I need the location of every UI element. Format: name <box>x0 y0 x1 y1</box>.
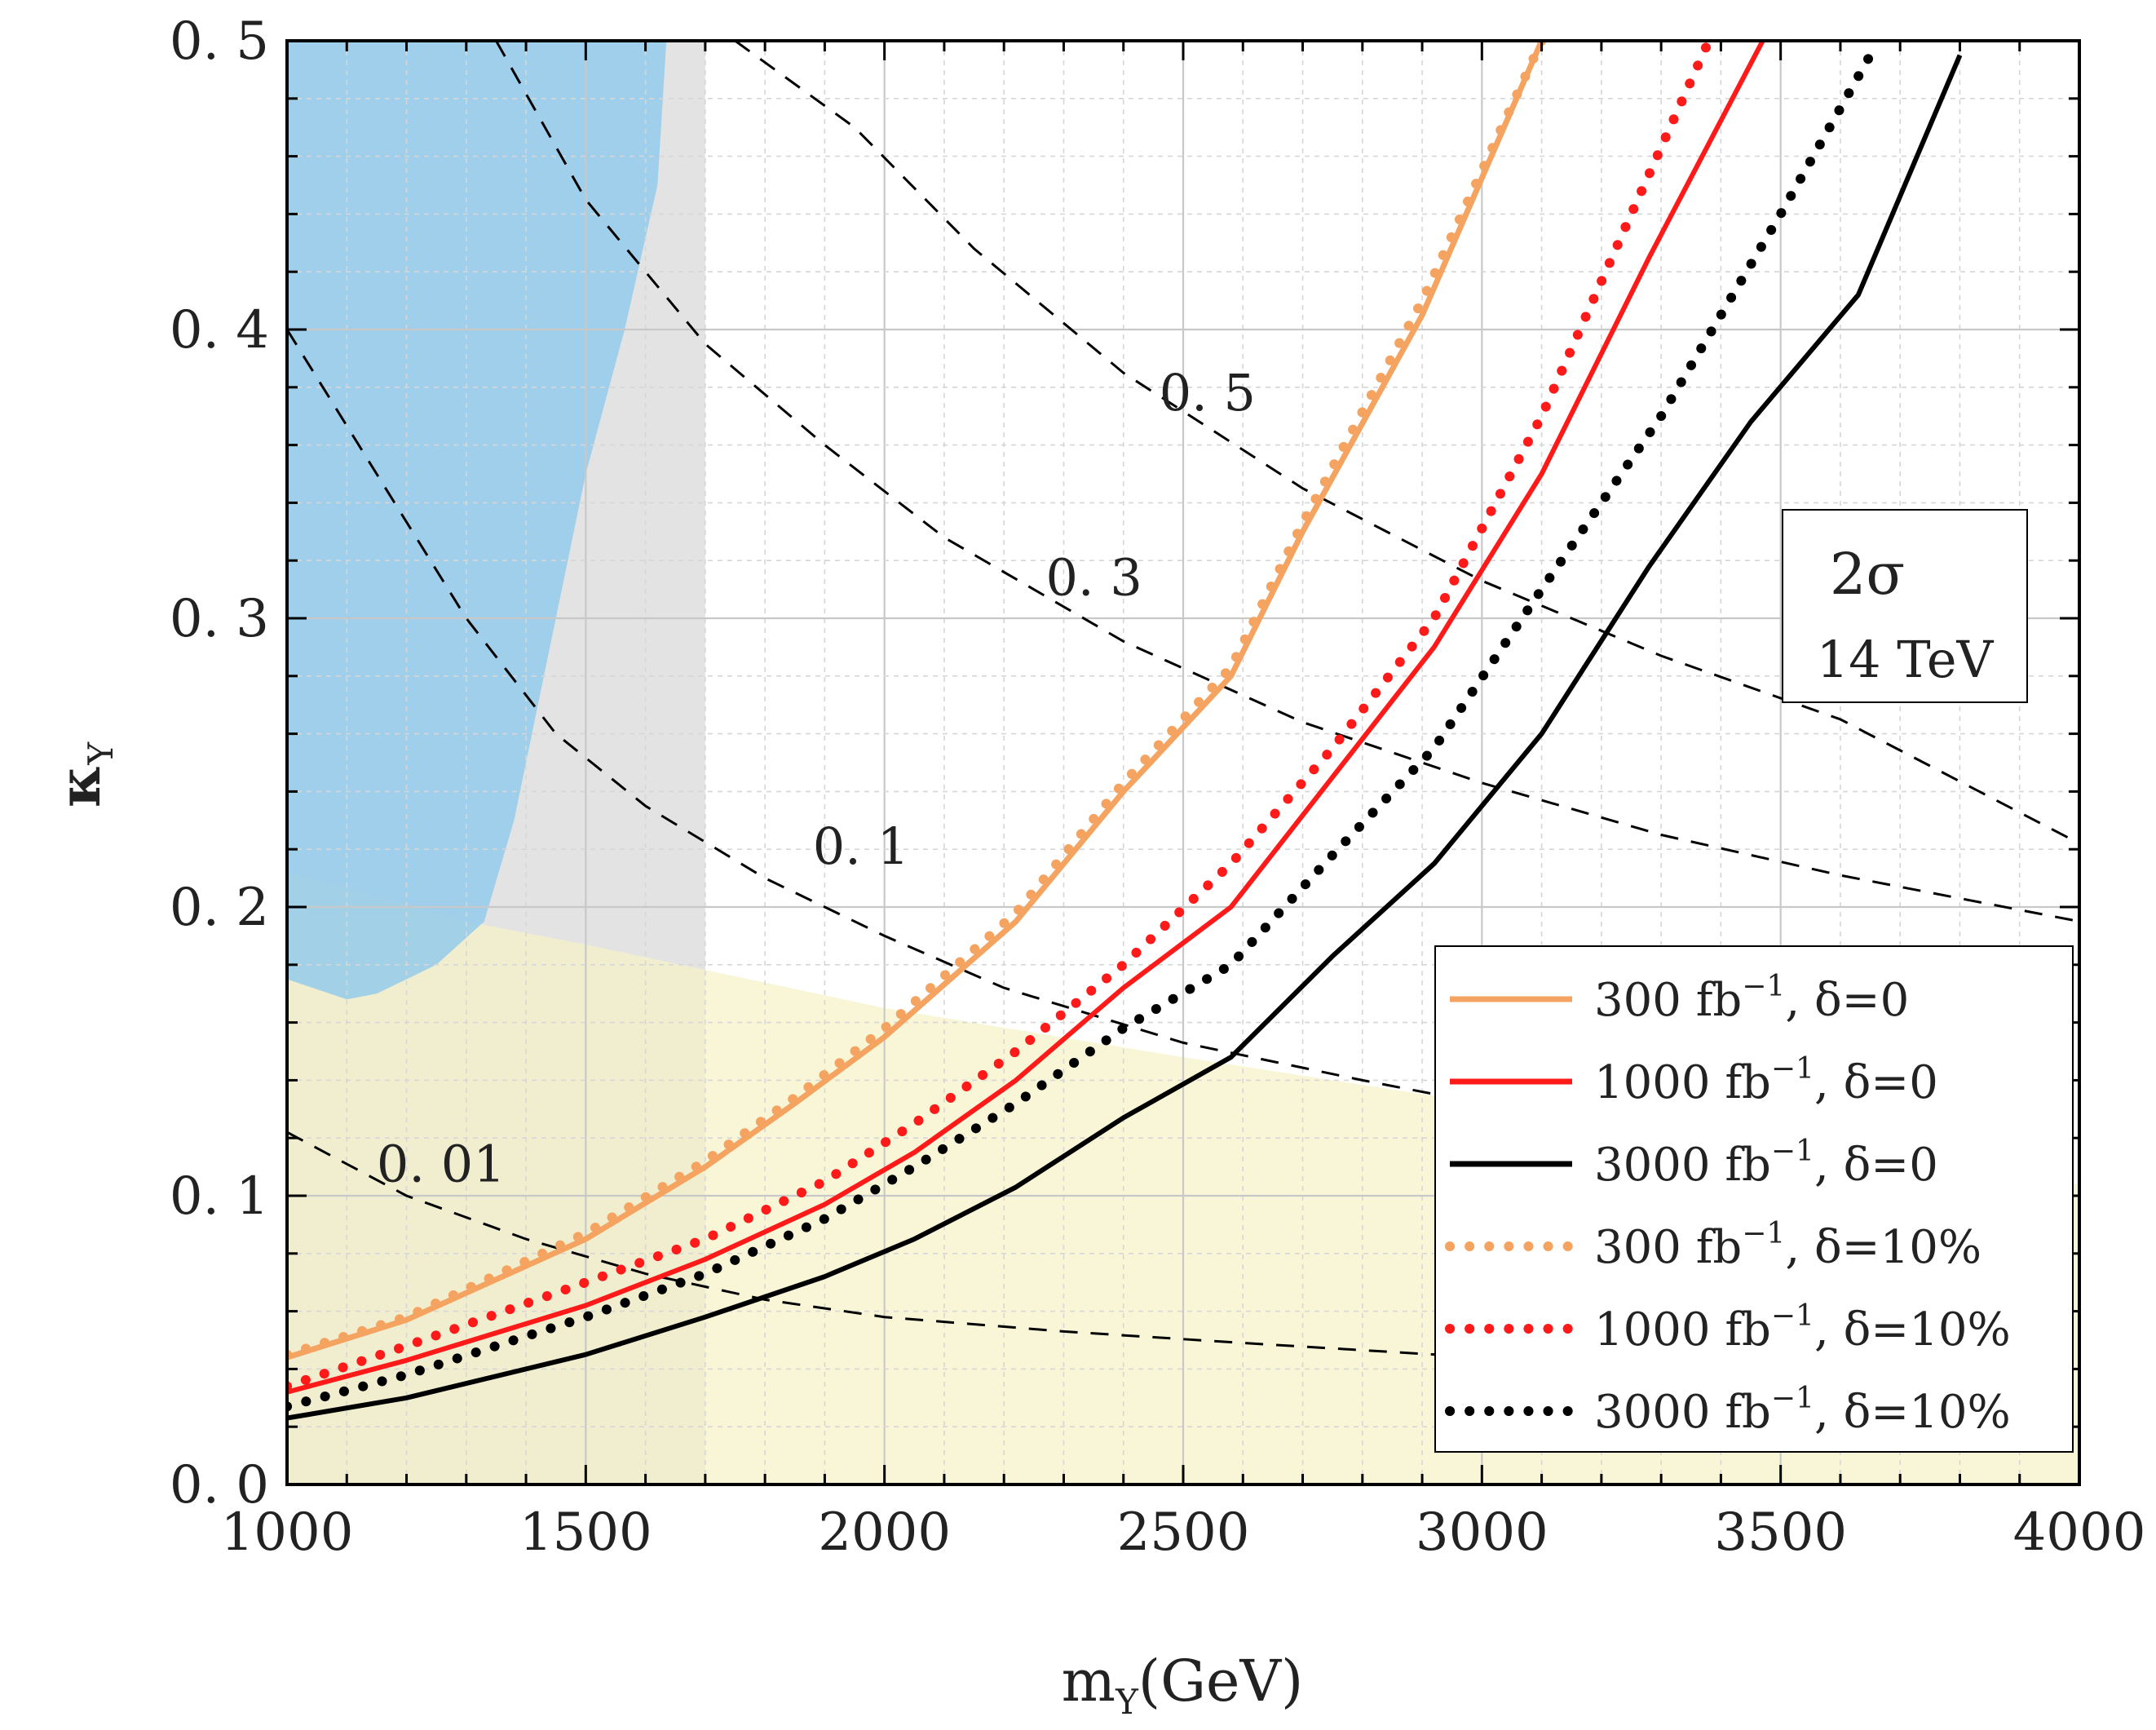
legend: 300 fb−1, δ=0 1000 fb−1, δ=0 3000 fb−1, δ=… <box>1434 945 2074 1453</box>
contour-lines <box>287 41 2079 1359</box>
contour-label: 0. 5 <box>1160 363 1256 423</box>
x-axis-title: mY(GeV) <box>1062 1648 1304 1722</box>
series-line-2 <box>287 54 1963 1421</box>
x-tick-label: 2000 <box>818 1502 951 1563</box>
annotation-energy: 14 TeV <box>1817 630 1995 689</box>
region-blue-excluded <box>287 41 667 1000</box>
contour-line-1 <box>287 329 1542 1117</box>
x-tick-label: 3000 <box>1416 1502 1549 1563</box>
y-tick-label: 0. 5 <box>170 11 269 72</box>
contour-line-0 <box>287 1130 1482 1359</box>
contour-line-3 <box>734 41 2079 845</box>
legend-label-0: 300 fb−1, δ=0 <box>1594 970 1909 1027</box>
series-line-4 <box>287 41 1714 1392</box>
x-tick-label: 1000 <box>221 1502 354 1563</box>
legend-frame <box>1434 945 2074 1453</box>
x-tick-label: 4000 <box>2013 1502 2146 1563</box>
legend-label-4: 1000 fb−1, δ=10% <box>1594 1299 2011 1356</box>
series-line-1 <box>287 41 1765 1395</box>
annotation-box: 2σ 14 TeV <box>1782 509 2028 703</box>
contour-label: 0. 01 <box>377 1134 506 1193</box>
contour-labels: 0. 01 0. 1 0. 3 0. 5 <box>377 363 1256 1193</box>
x-tick-label: 1500 <box>519 1502 652 1563</box>
series-line-3 <box>287 41 1547 1360</box>
y-tick-label: 0. 4 <box>170 300 269 361</box>
y-tick-label: 0. 0 <box>170 1455 269 1515</box>
axes: 1000 1500 2000 2500 3000 3500 4000 0. 0 0. 1 0. 2… <box>170 11 2146 1563</box>
x-tick-label: 2500 <box>1117 1502 1250 1563</box>
contour-label: 0. 3 <box>1045 548 1142 608</box>
axis-titles: mY(GeV) κY <box>46 741 1303 1722</box>
contour-line-2 <box>495 41 2079 923</box>
series-line-5 <box>287 50 1875 1412</box>
legend-label-1: 1000 fb−1, δ=0 <box>1594 1052 1938 1109</box>
y-tick-label: 0. 1 <box>170 1166 269 1227</box>
contour-label: 0. 1 <box>813 816 909 876</box>
series-line-0 <box>287 41 1544 1361</box>
data-series <box>287 41 1963 1421</box>
legend-label-5: 3000 fb−1, δ=10% <box>1594 1382 2011 1439</box>
y-axis-title: κY <box>46 741 121 807</box>
legend-label-3: 300 fb−1, δ=10% <box>1594 1217 1981 1274</box>
y-tick-label: 0. 3 <box>170 589 269 649</box>
legend-label-2: 3000 fb−1, δ=0 <box>1594 1135 1938 1192</box>
annotation-significance: 2σ <box>1830 541 1905 608</box>
annotation-frame <box>1782 509 2028 703</box>
y-tick-label: 0. 2 <box>170 878 269 938</box>
x-tick-label: 3500 <box>1714 1502 1847 1563</box>
